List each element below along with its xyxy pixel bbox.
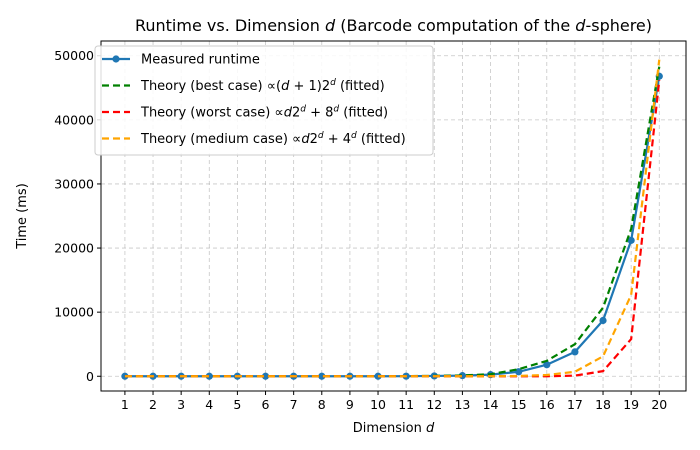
x-tick-label: 13 [454,397,470,412]
series-line-3 [124,59,661,378]
x-tick-label: 11 [398,397,414,412]
data-point [543,361,551,369]
data-point [627,236,635,244]
x-tick-label: 16 [539,397,555,412]
x-tick-label: 5 [233,397,241,412]
legend-label-0: Measured runtime [141,53,260,68]
x-tick-label: 10 [370,397,386,412]
x-tick-label: 15 [511,397,527,412]
legend-label-2: Theory (worst case) ∝d2d + 8d (fitted) [140,105,388,121]
data-point [318,372,326,380]
y-tick-label: 0 [86,369,94,384]
data-point [121,372,129,380]
y-tick-label: 20000 [54,241,94,256]
ticks: 1 2 3 4 5 6 7 8 9 10 11 12 13 14 15 16 17 18 19 20010000200… [54,48,667,412]
x-tick-label: 14 [483,397,499,412]
chart-title: Runtime vs. Dimension d (Barcode computa… [135,16,652,35]
y-axis-label: Time (ms) [15,183,30,250]
x-tick-label: 4 [205,397,213,412]
y-tick-label: 50000 [54,48,94,63]
x-tick-label: 7 [290,397,298,412]
legend-marker [112,55,120,63]
data-point [205,372,213,380]
legend-box [94,45,434,156]
x-axis-label: Dimension d [353,421,435,436]
x-tick-label: 18 [595,397,611,412]
legend-label-3: Theory (medium case) ∝d2d + 4d (fitted) [140,131,406,147]
x-tick-label: 6 [262,397,270,412]
legend: Measured runtime Theory (best case) ∝(d +… [94,45,434,156]
data-point [458,372,467,380]
y-tick-label: 10000 [54,305,94,320]
data-point [571,348,579,356]
x-tick-label: 8 [318,397,326,412]
data-point [599,316,607,325]
x-tick-label: 19 [623,397,639,412]
data-point [261,372,270,380]
x-tick-label: 1 [121,397,129,412]
y-tick-label: 40000 [54,112,94,127]
x-tick-label: 2 [149,397,157,412]
x-tick-label: 17 [567,397,583,412]
x-tick-label: 9 [346,397,354,412]
legend-label-1: Theory (best case) ∝(d + 1)2d (fitted) [140,78,385,94]
series-group [121,59,663,380]
y-tick-label: 30000 [54,176,94,191]
axes [100,40,687,392]
data-point [515,368,523,376]
x-tick-label: 12 [426,397,442,412]
x-tick-label: 20 [651,397,667,412]
plot-frame [100,40,687,392]
x-tick-label: 3 [177,397,185,412]
